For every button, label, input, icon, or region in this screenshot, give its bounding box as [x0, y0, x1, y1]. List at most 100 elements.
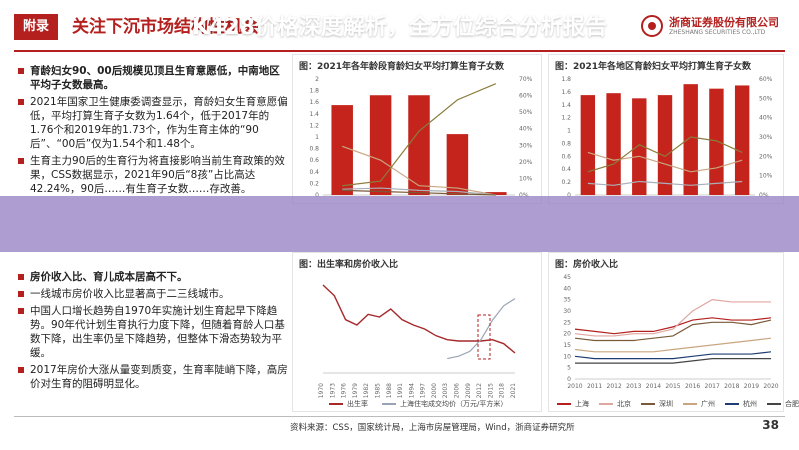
- series-line: [574, 351, 772, 360]
- y-tick-label: 0.6: [309, 157, 319, 164]
- legend-label: 杭州: [743, 400, 757, 408]
- legend-item: 上海住宅成交均价（万元/平方米）: [382, 399, 507, 409]
- x-tick-label: 1973: [329, 383, 336, 398]
- series-line: [342, 187, 496, 196]
- house-price-line: [447, 298, 516, 360]
- bullet-item: 中国人口增长趋势自1970年实施计划生育起早下降趋势。90年代计划生育执行力度下…: [18, 304, 288, 360]
- bullet-square-icon: [18, 367, 24, 373]
- y2-tick-label: 70%: [519, 76, 533, 83]
- x-tick-label: 1988: [386, 383, 393, 398]
- y-tick-label: 0.8: [561, 140, 571, 147]
- legend-item: 杭州: [725, 399, 757, 409]
- y-tick-label: 1.8: [561, 76, 571, 83]
- y-tick-label: 0.6: [561, 153, 571, 160]
- y2-tick-label: 10%: [759, 173, 773, 180]
- bar: [632, 98, 647, 195]
- legend-swatch: [382, 403, 396, 405]
- y2-tick-label: 10%: [519, 175, 533, 182]
- page-number: 38: [762, 418, 779, 432]
- series-line: [342, 83, 497, 187]
- x-tick-label: 2009: [465, 383, 472, 398]
- y2-tick-label: 20%: [519, 159, 533, 166]
- appendix-tag: 附录: [14, 14, 58, 40]
- bullet-item: 育龄妇女90、00后规模见顶且生育意愿低，中南地区平均子女数最高。: [18, 64, 288, 92]
- y-tick-label: 1.2: [309, 122, 319, 129]
- chart-legend: 上海 北京 深圳 广州 杭州 合肥: [557, 399, 799, 409]
- y-tick-label: 0: [315, 192, 319, 199]
- y2-tick-label: 0%: [519, 192, 529, 199]
- series-line: [587, 136, 743, 173]
- x-tick-label: 2006: [454, 383, 461, 398]
- source-note: 资料来源：CSS，国家统计局，上海市房屋管理局，Wind，浙商证券研究所: [290, 423, 575, 433]
- legend-swatch: [557, 403, 571, 405]
- bullet-item: 房价收入比、育儿成本居高不下。: [18, 270, 288, 284]
- series-line: [574, 299, 771, 337]
- x-tick-label: 2000: [431, 383, 438, 398]
- x-tick-label: 1976: [341, 383, 348, 398]
- bar: [446, 134, 469, 195]
- header-divider: [14, 50, 785, 52]
- legend-swatch: [641, 403, 655, 405]
- y-tick-label: 10: [563, 353, 571, 360]
- chart-birthrate: 1970 1973 1976 1979 1982 1985 1988 1991 1994 1997…: [318, 284, 517, 398]
- bar: [657, 95, 673, 195]
- bullet-text: 中国人口增长趋势自1970年实施计划生育起早下降趋势。90年代计划生育执行力度下…: [30, 305, 285, 359]
- bullet-square-icon: [18, 99, 24, 105]
- section-birth-intention: 育龄妇女90、00后规模见顶且生育意愿低，中南地区平均子女数最高。 2021年国…: [18, 64, 288, 196]
- legend-label: 广州: [701, 400, 715, 408]
- series-line: [342, 189, 496, 196]
- bullet-square-icon: [18, 274, 24, 280]
- x-tick-label: 1982: [363, 383, 370, 398]
- x-tick-label: 2020: [763, 383, 778, 390]
- series-line: [341, 145, 496, 196]
- y-tick-label: 35: [563, 297, 571, 304]
- series-line: [587, 180, 743, 186]
- series-line: [574, 319, 772, 342]
- legend-swatch: [767, 403, 781, 405]
- bar: [485, 192, 507, 195]
- x-tick-label: 2015: [665, 383, 680, 390]
- y-tick-label: 25: [563, 319, 571, 326]
- y-tick-label: 0.2: [309, 180, 319, 187]
- chart-birthrate-panel: 图：出生率和房价收入比 1970 1973 1976 1979 1982 1985 1988…: [292, 252, 542, 412]
- legend-item: 出生率: [329, 399, 368, 409]
- y-tick-label: 20: [563, 331, 571, 338]
- y-tick-label: 5: [567, 365, 571, 372]
- y2-tick-label: 30%: [759, 134, 773, 141]
- section-housing-cost: 房价收入比、育儿成本居高不下。 一线城市房价收入比显著高于二三线城市。 中国人口…: [18, 270, 288, 394]
- legend-label: 上海住宅成交均价（万元/平方米）: [400, 400, 508, 408]
- x-tick-label: 2019: [744, 383, 759, 390]
- y2-tick-label: 0%: [759, 192, 769, 199]
- x-tick-label: 1994: [408, 383, 415, 398]
- legend-swatch: [599, 403, 613, 405]
- series-line: [587, 151, 743, 173]
- series-line: [574, 337, 772, 353]
- y-tick-label: 1.4: [561, 102, 571, 109]
- chart-price-income-panel: 图：房价收入比 0 5 10 15 20 25 30 35 40 45 2010 2011 2012 20…: [548, 252, 799, 412]
- y-tick-label: 0: [567, 376, 571, 383]
- bullet-item: 一线城市房价收入比显著高于二三线城市。: [18, 287, 288, 301]
- y-tick-label: 0: [567, 192, 571, 199]
- legend-label: 出生率: [347, 400, 368, 408]
- bullet-item: 生育主力90后的生育行为将直接影响当前生育政策的效果，CSS数据显示，2021年…: [18, 154, 288, 196]
- bar: [369, 95, 392, 195]
- header: 附录 关注下沉市场结构性机会 浙商证券股份有限公司 ZHESHANG SECUR…: [0, 0, 799, 52]
- y-tick-label: 0.8: [309, 146, 319, 153]
- bar: [580, 95, 596, 195]
- y-tick-label: 40: [563, 285, 571, 292]
- bullet-item: 2017年房价大涨从量变到质变，生育率陡峭下降，高房价对生育的阻碍明显化。: [18, 363, 288, 391]
- x-tick-label: 2016: [685, 383, 700, 390]
- page-title: 关注下沉市场结构性机会: [72, 17, 259, 37]
- y-tick-label: 30: [563, 308, 571, 315]
- y2-tick-label: 40%: [759, 115, 773, 122]
- overlay-banner: [0, 196, 799, 252]
- x-tick-label: 1979: [352, 383, 359, 398]
- bullet-text: 生育主力90后的生育行为将直接影响当前生育政策的效果，CSS数据显示，2021年…: [30, 155, 285, 195]
- birthrate-line: [322, 284, 516, 354]
- y-tick-label: 1.6: [561, 89, 571, 96]
- y-tick-label: 15: [563, 342, 571, 349]
- bullet-text: 一线城市房价收入比显著高于二三线城市。: [30, 288, 230, 300]
- logo-icon: [641, 15, 663, 37]
- legend-label: 深圳: [659, 400, 673, 408]
- x-tick-label: 1997: [420, 383, 427, 398]
